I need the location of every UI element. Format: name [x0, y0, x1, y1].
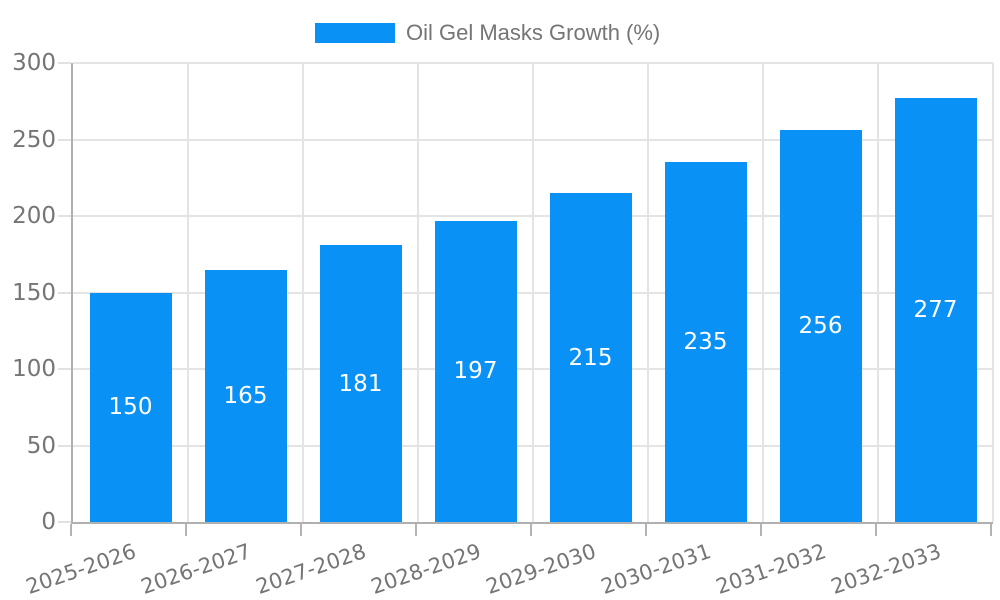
- gridline-vertical: [877, 63, 879, 522]
- gridline-vertical: [762, 63, 764, 522]
- x-tick-label: 2028-2029: [367, 539, 484, 600]
- y-tick-label: 300: [12, 50, 56, 76]
- x-tick-label: 2029-2030: [482, 539, 599, 600]
- y-tick-mark: [58, 138, 71, 141]
- gridline-vertical: [992, 63, 994, 522]
- y-tick-mark: [58, 215, 71, 217]
- x-tick-mark: [645, 524, 647, 536]
- x-tick-mark: [530, 524, 532, 536]
- bar[interactable]: 277: [894, 98, 977, 522]
- gridline-vertical: [417, 63, 419, 522]
- y-tick-label: 0: [41, 509, 56, 535]
- bar[interactable]: 181: [319, 245, 402, 522]
- y-tick-label: 100: [12, 356, 56, 382]
- x-tick-label: 2025-2026: [22, 539, 139, 600]
- y-tick-label: 150: [12, 279, 56, 306]
- x-tick-label: 2030-2031: [597, 539, 714, 600]
- bar-value-label: 197: [453, 358, 498, 385]
- x-tick-mark: [875, 524, 877, 536]
- y-tick-mark: [58, 62, 71, 64]
- y-tick-mark: [58, 368, 71, 370]
- bar-value-label: 277: [913, 297, 958, 324]
- y-tick-label: 50: [26, 432, 56, 459]
- gridline-vertical: [532, 63, 534, 522]
- y-tick-label: 200: [12, 203, 56, 229]
- x-tick-mark: [990, 524, 992, 536]
- x-tick-label: 2031-2032: [712, 539, 829, 600]
- bar[interactable]: 165: [204, 269, 287, 522]
- bar[interactable]: 235: [664, 162, 747, 522]
- gridline-vertical: [647, 63, 649, 522]
- bar[interactable]: 150: [89, 292, 172, 522]
- x-tick-mark: [70, 524, 72, 536]
- x-tick-label: 2032-2033: [827, 539, 944, 600]
- x-tick-mark: [760, 524, 762, 536]
- bar[interactable]: 197: [434, 220, 517, 522]
- y-tick-label: 250: [12, 126, 56, 153]
- legend-series-label: Oil Gel Masks Growth (%): [406, 20, 661, 45]
- x-tick-label: 2026-2027: [137, 539, 254, 600]
- legend[interactable]: Oil Gel Masks Growth (%): [315, 20, 660, 46]
- legend-swatch: [315, 23, 395, 43]
- bar-value-label: 256: [798, 313, 843, 340]
- gridline-vertical: [187, 63, 189, 522]
- plot-area: 150 165 181 197 215 235 256 277: [71, 62, 994, 524]
- bar-value-label: 165: [223, 382, 268, 409]
- x-tick-mark: [300, 524, 302, 536]
- bar[interactable]: 215: [549, 193, 632, 522]
- bar-value-label: 181: [338, 370, 383, 397]
- y-tick-mark: [58, 291, 71, 294]
- y-tick-mark: [58, 444, 71, 447]
- x-tick-mark: [185, 524, 187, 536]
- x-tick-mark: [415, 524, 417, 536]
- x-tick-label: 2027-2028: [252, 539, 369, 600]
- gridline-vertical: [302, 63, 304, 522]
- bar-value-label: 235: [683, 329, 728, 356]
- bar-value-label: 150: [108, 394, 153, 421]
- bar-value-label: 215: [568, 344, 613, 371]
- y-tick-mark: [58, 521, 71, 523]
- bar[interactable]: 256: [779, 130, 862, 522]
